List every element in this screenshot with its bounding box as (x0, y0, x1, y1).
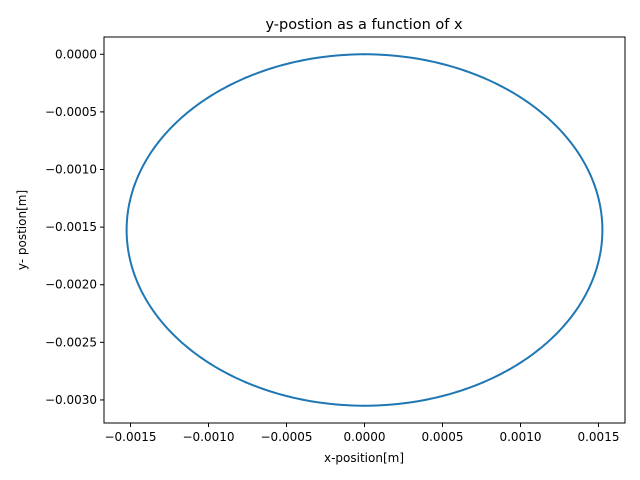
chart-title: y-postion as a function of x (265, 17, 463, 33)
data-point (601, 229, 604, 231)
data-point (593, 183, 596, 186)
data-point (157, 141, 160, 144)
data-point (569, 141, 572, 144)
x-tick-label: 0.0015 (577, 430, 619, 444)
data-point (363, 404, 366, 407)
data-point (363, 53, 366, 56)
data-point (531, 353, 534, 356)
x-tick-label: −0.0005 (260, 430, 312, 444)
y-tick-label: −0.0015 (45, 220, 97, 234)
data-point (125, 229, 128, 231)
y-tick-label: 0.0000 (55, 47, 97, 61)
data-point (133, 274, 136, 277)
plot-layer (125, 53, 604, 407)
data-point (195, 104, 198, 107)
data-point (531, 104, 534, 107)
data-point (425, 59, 428, 62)
y-axis-label: y- postion[m] (15, 190, 29, 270)
x-tick-label: 0.0005 (421, 430, 463, 444)
data-point (593, 274, 596, 277)
x-tick-label: 0.0010 (499, 430, 541, 444)
data-point (301, 398, 304, 401)
x-tick-label: 0.0000 (344, 430, 386, 444)
data-point (244, 76, 247, 79)
data-point (133, 183, 136, 186)
data-point (157, 316, 160, 319)
data-point (301, 59, 304, 62)
axes-frame (103, 36, 626, 424)
data-point (244, 381, 247, 384)
data-point (425, 398, 428, 401)
x-axis-label: x-position[m] (324, 451, 404, 465)
y-tick-label: −0.0030 (45, 393, 97, 407)
y-tick-label: −0.0005 (45, 105, 97, 119)
y-tick-label: −0.0010 (45, 163, 97, 177)
y-tick-label: −0.0025 (45, 335, 97, 349)
x-axis-ticks: −0.0015 −0.0010 −0.0005 0.0000 0.0005 0.0010 0… (104, 423, 619, 444)
data-point (569, 316, 572, 319)
y-tick-label: −0.0020 (45, 278, 97, 292)
data-point (482, 381, 485, 384)
data-point (195, 353, 198, 356)
y-axis-ticks: 0.0000 −0.0005 −0.0010 −0.0015 −0.0020 −0.002… (45, 47, 104, 407)
data-point (482, 76, 485, 79)
x-tick-label: −0.0015 (104, 430, 156, 444)
x-tick-label: −0.0010 (182, 430, 234, 444)
